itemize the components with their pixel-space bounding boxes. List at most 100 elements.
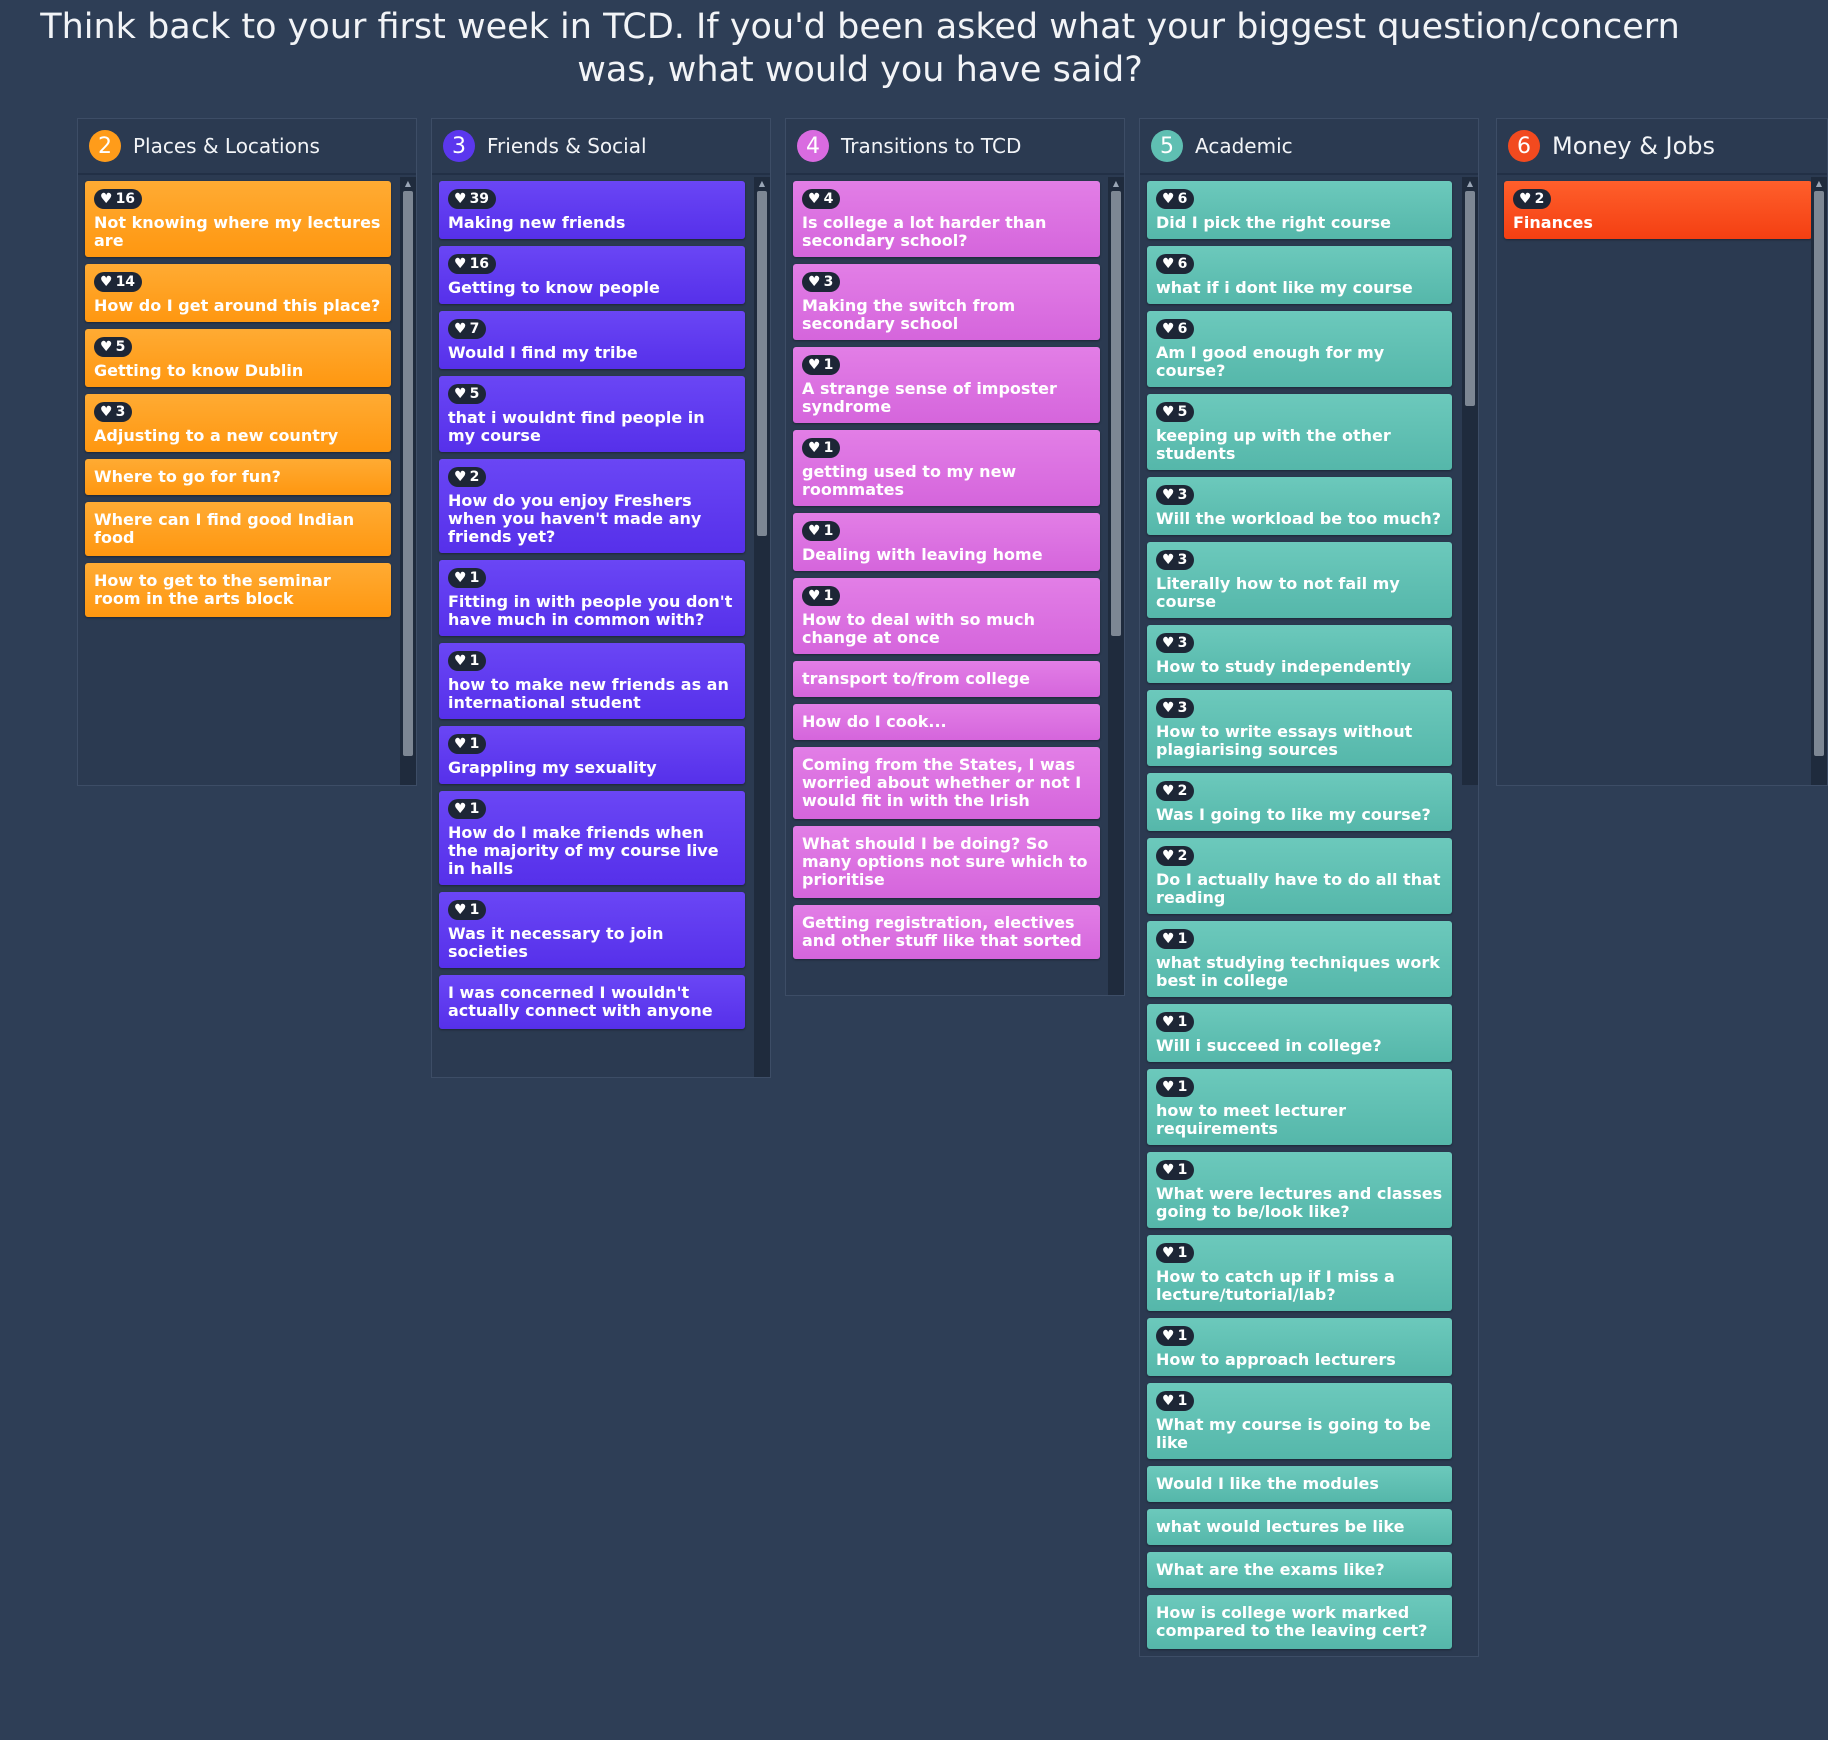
idea-card[interactable]: ♥ 1 How do I make friends when the majorit… <box>439 791 745 885</box>
idea-card[interactable]: Would I like the modules <box>1147 1466 1452 1502</box>
idea-card[interactable]: How is college work marked compared to t… <box>1147 1595 1452 1649</box>
idea-card[interactable]: ♥ 1 How to catch up if I miss a lecture/tu… <box>1147 1235 1452 1311</box>
idea-card[interactable]: transport to/from college <box>793 661 1100 697</box>
like-button[interactable]: ♥ 2 <box>1156 846 1195 866</box>
idea-card[interactable]: What should I be doing? So many options … <box>793 826 1100 898</box>
idea-card[interactable]: ♥ 1 What were lectures and classes going t… <box>1147 1152 1452 1228</box>
scroll-up-arrow-icon[interactable]: ▲ <box>1815 178 1823 188</box>
like-button[interactable]: ♥ 16 <box>94 189 143 209</box>
idea-card[interactable]: Where can I find good Indian food <box>85 502 391 556</box>
scroll-thumb[interactable] <box>403 191 413 756</box>
idea-card[interactable]: ♥ 6 what if i dont like my course <box>1147 246 1452 304</box>
idea-card[interactable]: What are the exams like? <box>1147 1552 1452 1588</box>
idea-card[interactable]: ♥ 1 What my course is going to be like <box>1147 1383 1452 1459</box>
idea-card[interactable]: ♥ 3 How to study independently <box>1147 625 1452 683</box>
idea-card[interactable]: ♥ 1 Grappling my sexuality <box>439 726 745 784</box>
idea-card[interactable]: Where to go for fun? <box>85 459 391 495</box>
like-button[interactable]: ♥ 1 <box>802 521 841 541</box>
idea-card[interactable]: ♥ 2 Was I going to like my course? <box>1147 773 1452 831</box>
idea-card[interactable]: ♥ 7 Would I find my tribe <box>439 311 745 369</box>
idea-card[interactable]: ♥ 1 How to deal with so much change at onc… <box>793 578 1100 654</box>
column-header[interactable]: 6 Money & Jobs <box>1497 119 1827 175</box>
like-button[interactable]: ♥ 5 <box>448 384 487 404</box>
idea-card[interactable]: ♥ 4 Is college a lot harder than secondary… <box>793 181 1100 257</box>
idea-card[interactable]: ♥ 1 how to make new friends as an internat… <box>439 643 745 719</box>
like-button[interactable]: ♥ 1 <box>802 586 841 606</box>
idea-card[interactable]: ♥ 1 how to meet lecturer requirements <box>1147 1069 1452 1145</box>
idea-card[interactable]: How to get to the seminar room in the ar… <box>85 563 391 617</box>
idea-card[interactable]: ♥ 3 Adjusting to a new country <box>85 394 391 452</box>
idea-card[interactable]: ♥ 1 getting used to my new roommates <box>793 430 1100 506</box>
idea-card[interactable]: ♥ 2 Do I actually have to do all that read… <box>1147 838 1452 914</box>
like-button[interactable]: ♥ 7 <box>448 319 487 339</box>
idea-card[interactable]: ♥ 2 Finances <box>1504 181 1812 239</box>
column-scrollbar[interactable]: ▲ <box>1462 177 1478 785</box>
idea-card[interactable]: ♥ 16 Not knowing where my lectures are <box>85 181 391 257</box>
like-button[interactable]: ♥ 4 <box>802 189 841 209</box>
like-button[interactable]: ♥ 1 <box>1156 1391 1195 1411</box>
like-button[interactable]: ♥ 1 <box>1156 1160 1195 1180</box>
like-button[interactable]: ♥ 3 <box>1156 698 1195 718</box>
like-button[interactable]: ♥ 1 <box>448 568 487 588</box>
like-button[interactable]: ♥ 16 <box>448 254 497 274</box>
column-header[interactable]: 3 Friends & Social <box>432 119 770 175</box>
scroll-up-arrow-icon[interactable]: ▲ <box>404 178 412 188</box>
like-button[interactable]: ♥ 3 <box>1156 550 1195 570</box>
idea-card[interactable]: How do I cook... <box>793 704 1100 740</box>
like-button[interactable]: ♥ 6 <box>1156 319 1195 339</box>
like-button[interactable]: ♥ 1 <box>1156 929 1195 949</box>
column-scrollbar[interactable]: ▲ <box>1108 177 1124 995</box>
column-header[interactable]: 2 Places & Locations <box>78 119 416 175</box>
idea-card[interactable]: ♥ 1 How to approach lecturers <box>1147 1318 1452 1376</box>
idea-card[interactable]: ♥ 3 Will the workload be too much? <box>1147 477 1452 535</box>
like-button[interactable]: ♥ 1 <box>1156 1077 1195 1097</box>
idea-card[interactable]: Coming from the States, I was worried ab… <box>793 747 1100 819</box>
like-button[interactable]: ♥ 2 <box>448 467 487 487</box>
idea-card[interactable]: I was concerned I wouldn't actually conn… <box>439 975 745 1029</box>
scroll-up-arrow-icon[interactable]: ▲ <box>1466 178 1474 188</box>
idea-card[interactable]: ♥ 3 Making the switch from secondary schoo… <box>793 264 1100 340</box>
idea-card[interactable]: ♥ 3 Literally how to not fail my course <box>1147 542 1452 618</box>
column-scrollbar[interactable]: ▲ <box>1811 177 1827 785</box>
like-button[interactable]: ♥ 5 <box>94 337 133 357</box>
idea-card[interactable]: ♥ 6 Am I good enough for my course? <box>1147 311 1452 387</box>
column-header[interactable]: 5 Academic <box>1140 119 1478 175</box>
like-button[interactable]: ♥ 1 <box>802 355 841 375</box>
like-button[interactable]: ♥ 1 <box>802 438 841 458</box>
idea-card[interactable]: ♥ 39 Making new friends <box>439 181 745 239</box>
idea-card[interactable]: ♥ 1 what studying techniques work best in … <box>1147 921 1452 997</box>
like-button[interactable]: ♥ 1 <box>448 799 487 819</box>
like-button[interactable]: ♥ 3 <box>802 272 841 292</box>
like-button[interactable]: ♥ 14 <box>94 272 143 292</box>
like-button[interactable]: ♥ 1 <box>1156 1243 1195 1263</box>
like-button[interactable]: ♥ 1 <box>448 651 487 671</box>
idea-card[interactable]: ♥ 1 A strange sense of imposter syndrome <box>793 347 1100 423</box>
scroll-thumb[interactable] <box>1111 191 1121 636</box>
like-button[interactable]: ♥ 39 <box>448 189 497 209</box>
idea-card[interactable]: ♥ 5 Getting to know Dublin <box>85 329 391 387</box>
idea-card[interactable]: ♥ 16 Getting to know people <box>439 246 745 304</box>
like-button[interactable]: ♥ 3 <box>94 402 133 422</box>
column-scrollbar[interactable]: ▲ <box>754 177 770 1077</box>
idea-card[interactable]: ♥ 5 keeping up with the other students <box>1147 394 1452 470</box>
scroll-thumb[interactable] <box>757 191 767 536</box>
idea-card[interactable]: ♥ 1 Fitting in with people you don't have … <box>439 560 745 636</box>
like-button[interactable]: ♥ 1 <box>448 900 487 920</box>
like-button[interactable]: ♥ 2 <box>1156 781 1195 801</box>
like-button[interactable]: ♥ 1 <box>1156 1012 1195 1032</box>
idea-card[interactable]: ♥ 5 that i wouldnt find people in my cours… <box>439 376 745 452</box>
like-button[interactable]: ♥ 5 <box>1156 402 1195 422</box>
like-button[interactable]: ♥ 1 <box>1156 1326 1195 1346</box>
idea-card[interactable]: ♥ 3 How to write essays without plagiarisi… <box>1147 690 1452 766</box>
idea-card[interactable]: ♥ 14 How do I get around this place? <box>85 264 391 322</box>
scroll-up-arrow-icon[interactable]: ▲ <box>1112 178 1120 188</box>
idea-card[interactable]: ♥ 6 Did I pick the right course <box>1147 181 1452 239</box>
idea-card[interactable]: ♥ 1 Will i succeed in college? <box>1147 1004 1452 1062</box>
like-button[interactable]: ♥ 3 <box>1156 633 1195 653</box>
idea-card[interactable]: ♥ 2 How do you enjoy Freshers when you hav… <box>439 459 745 553</box>
idea-card[interactable]: Getting registration, electives and othe… <box>793 905 1100 959</box>
idea-card[interactable]: ♥ 1 Was it necessary to join societies <box>439 892 745 968</box>
scroll-thumb[interactable] <box>1814 191 1824 756</box>
column-header[interactable]: 4 Transitions to TCD <box>786 119 1124 175</box>
like-button[interactable]: ♥ 2 <box>1513 189 1552 209</box>
